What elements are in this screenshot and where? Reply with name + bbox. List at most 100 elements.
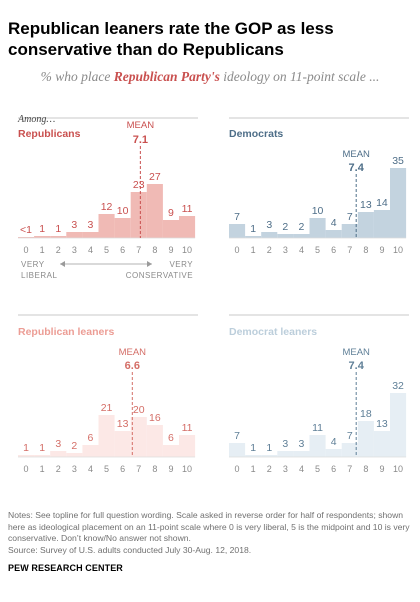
- democrats-tick-7: 7: [347, 245, 352, 255]
- republican-leaners-tick-7: 7: [136, 464, 141, 474]
- democrat-leaners-tick-10: 10: [393, 464, 403, 474]
- republicans-bar-3: [66, 232, 83, 238]
- republican-leaners-bar-5: [98, 415, 115, 457]
- democrat-leaners-bar-8: [357, 421, 374, 457]
- democrats-bar-9: [373, 210, 390, 238]
- republicans-tick-1: 1: [40, 245, 45, 255]
- republicans-bar-value-3: 3: [71, 219, 77, 231]
- republican-leaners-bar-2: [50, 451, 67, 457]
- democrat-leaners-bar-1: [245, 455, 262, 457]
- republicans-bar-value-5: 12: [101, 201, 113, 213]
- democrats-bar-0: [229, 224, 246, 238]
- democrats-tick-8: 8: [363, 245, 368, 255]
- republican-leaners-tick-2: 2: [56, 464, 61, 474]
- republicans-bar-6: [114, 218, 131, 238]
- scale-label-very-left: VERY: [21, 260, 45, 269]
- subtitle-prefix: % who place: [40, 69, 114, 84]
- democrats-bar-5: [309, 218, 326, 238]
- democrats-bar-value-2: 3: [266, 219, 272, 231]
- democrats-bar-value-3: 2: [282, 221, 288, 233]
- democrats-series-name: Democrats: [229, 128, 283, 140]
- scale-label-very-right: VERY: [169, 260, 193, 269]
- democrats-tick-6: 6: [331, 245, 336, 255]
- republicans-tick-10: 10: [182, 245, 192, 255]
- democrat-leaners-tick-8: 8: [363, 464, 368, 474]
- republican-leaners-tick-6: 6: [120, 464, 125, 474]
- scale-arrow-left-head: [60, 261, 65, 267]
- subtitle-suffix: ideology on 11-point scale ...: [219, 69, 380, 84]
- democrat-leaners-tick-3: 3: [283, 464, 288, 474]
- republican-leaners-tick-8: 8: [152, 464, 157, 474]
- republicans-bar-value-0: <1: [20, 224, 32, 236]
- republicans-mean-label: MEAN: [127, 120, 155, 131]
- republicans-bar-value-6: 10: [117, 205, 129, 217]
- scale-arrow-right-head: [147, 261, 152, 267]
- republican-leaners-bar-4: [82, 445, 99, 457]
- democrats-bar-3: [277, 234, 294, 238]
- republican-leaners-bar-value-3: 2: [71, 440, 77, 452]
- democrats-bar-10: [390, 168, 407, 238]
- democrat-leaners-bar-value-8: 18: [360, 408, 372, 420]
- republicans-bar-value-9: 9: [168, 207, 174, 219]
- democrats-bar-4: [293, 234, 310, 238]
- democrat-leaners-tick-7: 7: [347, 464, 352, 474]
- democrats-tick-4: 4: [299, 245, 304, 255]
- democrat-leaners-tick-0: 0: [235, 464, 240, 474]
- republican-leaners-tick-5: 5: [104, 464, 109, 474]
- republicans-bar-8: [146, 184, 163, 238]
- democrat-leaners-series-name: Democrat leaners: [229, 326, 317, 338]
- democrat-leaners-bar-10: [390, 393, 407, 457]
- republicans-bar-2: [50, 236, 67, 238]
- democrat-leaners-bar-value-0: 7: [234, 430, 240, 442]
- republicans-bar-value-1: 1: [39, 223, 45, 235]
- chart-notes: Notes: See topline for full question wor…: [8, 510, 412, 556]
- democrat-leaners-bar-value-9: 13: [376, 418, 388, 430]
- charts-svg: Among…Republicans<1011123334125106237278…: [17, 114, 409, 474]
- republican-leaners-bar-1: [34, 455, 51, 457]
- republicans-tick-7: 7: [136, 245, 141, 255]
- republican-leaners-tick-0: 0: [24, 464, 29, 474]
- democrat-leaners-tick-5: 5: [315, 464, 320, 474]
- democrats-bar-value-5: 10: [312, 205, 324, 217]
- democrats-bar-value-0: 7: [234, 211, 240, 223]
- republican-leaners-bar-6: [114, 431, 131, 457]
- republican-leaners-bar-value-8: 16: [149, 412, 161, 424]
- democrat-leaners-bar-9: [373, 431, 390, 457]
- republicans-bar-9: [162, 220, 179, 238]
- democrats-tick-0: 0: [235, 245, 240, 255]
- republican-leaners-bar-value-10: 11: [182, 422, 193, 434]
- pew-logo-text: PEW RESEARCH CENTER: [8, 563, 123, 573]
- democrats-bar-value-8: 13: [360, 199, 372, 211]
- republicans-tick-0: 0: [24, 245, 29, 255]
- among-label: Among…: [17, 114, 55, 125]
- republican-leaners-tick-4: 4: [88, 464, 93, 474]
- democrat-leaners-mean-value: 7.4: [349, 360, 365, 372]
- democrats-bar-7: [341, 224, 358, 238]
- republican-leaners-bar-8: [146, 425, 163, 457]
- democrats-bar-2: [261, 232, 278, 238]
- democrats-tick-9: 9: [379, 245, 384, 255]
- republicans-bar-value-7: 23: [133, 179, 145, 191]
- chart-subtitle: % who place Republican Party's ideology …: [8, 68, 412, 85]
- democrats-bar-6: [325, 230, 342, 238]
- democrats-tick-5: 5: [315, 245, 320, 255]
- democrats-bar-value-7: 7: [347, 211, 353, 223]
- republicans-tick-3: 3: [72, 245, 77, 255]
- democrat-leaners-tick-6: 6: [331, 464, 336, 474]
- democrat-leaners-bar-value-7: 7: [347, 430, 353, 442]
- republicans-bar-value-4: 3: [88, 219, 94, 231]
- republican-leaners-bar-value-4: 6: [88, 432, 94, 444]
- democrats-bar-value-1: 1: [250, 223, 256, 235]
- democrat-leaners-bar-6: [325, 449, 342, 457]
- democrats-bar-value-10: 35: [392, 155, 404, 167]
- republican-leaners-tick-10: 10: [182, 464, 192, 474]
- democrats-bar-value-4: 2: [299, 221, 305, 233]
- republican-leaners-bar-value-7: 20: [133, 404, 145, 416]
- republicans-tick-2: 2: [56, 245, 61, 255]
- republicans-bar-5: [98, 214, 115, 238]
- republican-leaners-bar-value-5: 21: [101, 402, 113, 414]
- democrats-mean-label: MEAN: [342, 149, 370, 160]
- democrat-leaners-tick-1: 1: [251, 464, 256, 474]
- republican-leaners-tick-9: 9: [168, 464, 173, 474]
- chart-title: Republican leaners rate the GOP as less …: [8, 19, 334, 59]
